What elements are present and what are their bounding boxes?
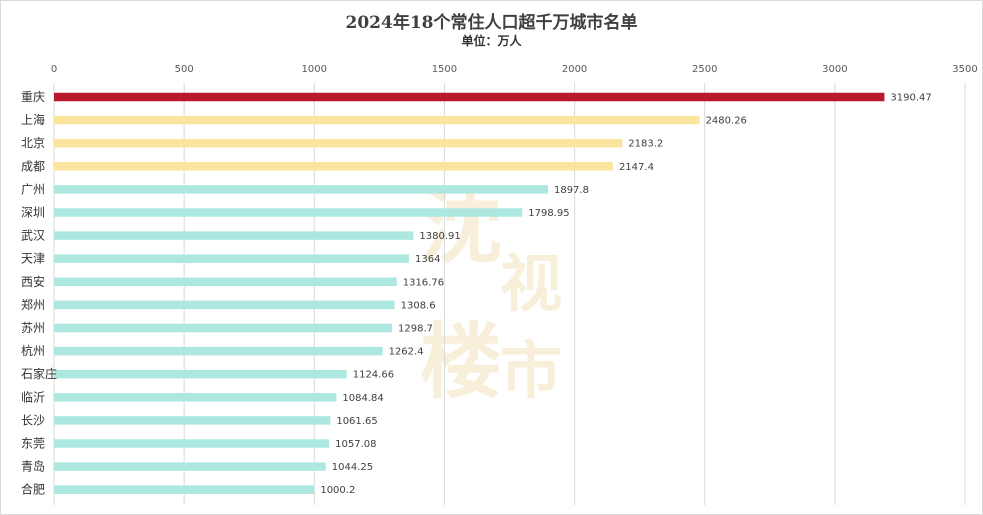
bar xyxy=(54,185,548,194)
category-label: 武汉 xyxy=(21,229,45,243)
category-label: 合肥 xyxy=(21,482,45,497)
bar xyxy=(54,138,623,148)
bar xyxy=(54,300,395,310)
watermark-char: 楼 xyxy=(420,314,502,410)
x-tick-label: 1000 xyxy=(302,64,327,75)
bar xyxy=(54,231,414,240)
bar xyxy=(54,115,700,125)
category-label: 北京 xyxy=(21,136,45,150)
category-label: 东莞 xyxy=(21,437,45,451)
x-tick-label: 0 xyxy=(51,64,57,75)
data-label: 1262.4 xyxy=(389,347,424,358)
bar xyxy=(54,162,613,171)
watermark-char: 市 xyxy=(500,334,562,407)
x-tick-label: 2500 xyxy=(692,64,717,75)
bar xyxy=(54,323,393,333)
category-label: 石家庄 xyxy=(21,366,57,381)
category-label: 广州 xyxy=(21,182,45,196)
category-label: 杭州 xyxy=(21,343,45,358)
category-label: 青岛 xyxy=(21,459,45,474)
bar xyxy=(54,346,383,356)
gridlines xyxy=(53,83,966,505)
bar xyxy=(54,208,523,217)
x-tick-label: 3500 xyxy=(952,64,977,75)
data-label: 1044.25 xyxy=(332,462,373,473)
bars xyxy=(54,92,885,494)
bar xyxy=(54,92,885,102)
chart-subtitle: 单位：万人 xyxy=(461,34,522,48)
bar xyxy=(54,254,410,263)
category-label: 重庆 xyxy=(21,90,45,104)
data-label: 3190.47 xyxy=(890,93,931,104)
data-label: 2183.2 xyxy=(628,139,663,150)
x-tick-label: 2000 xyxy=(562,64,587,75)
x-tick-label: 1500 xyxy=(432,64,457,75)
data-label: 1057.08 xyxy=(335,439,376,450)
data-label: 1308.6 xyxy=(401,300,436,311)
bar xyxy=(54,462,326,471)
bar xyxy=(54,485,315,494)
bar xyxy=(54,369,347,379)
data-label: 1316.76 xyxy=(403,277,444,288)
data-label: 1798.95 xyxy=(528,208,569,219)
bar xyxy=(54,277,397,287)
data-label: 1298.7 xyxy=(398,324,433,335)
category-label: 成都 xyxy=(21,159,45,173)
watermark-char: 沈 xyxy=(420,179,502,275)
category-label: 深圳 xyxy=(21,206,45,220)
category-label: 上海 xyxy=(21,112,45,127)
category-label: 天津 xyxy=(21,252,45,266)
data-label: 1124.66 xyxy=(353,370,394,381)
category-label: 临沂 xyxy=(21,390,45,404)
watermark-char: 视 xyxy=(500,247,562,320)
bar xyxy=(54,439,330,448)
data-label: 2480.26 xyxy=(706,116,747,127)
category-label: 郑州 xyxy=(21,297,45,312)
data-labels: 3190.47 2480.26 2183.2 2147.4 1897.8 1798.95 1… xyxy=(320,93,931,497)
x-axis-ticks: 0 500 1000 1500 2000 2500 3000 3500 xyxy=(51,64,978,75)
bar xyxy=(54,416,331,425)
chart-title: 2024年18个常住人口超千万城市名单 xyxy=(345,13,638,33)
category-label: 苏州 xyxy=(21,321,45,335)
category-label: 长沙 xyxy=(21,413,45,427)
data-label: 1084.84 xyxy=(342,393,383,404)
data-label: 1897.8 xyxy=(554,185,589,196)
x-tick-label: 500 xyxy=(175,64,194,75)
x-tick-label: 3000 xyxy=(822,64,847,75)
data-label: 2147.4 xyxy=(619,162,654,173)
data-label: 1000.2 xyxy=(320,485,355,496)
data-label: 1380.91 xyxy=(419,231,460,242)
bar xyxy=(54,393,337,402)
category-label: 西安 xyxy=(21,274,45,289)
data-label: 1364 xyxy=(415,254,440,265)
data-label: 1061.65 xyxy=(336,416,377,427)
